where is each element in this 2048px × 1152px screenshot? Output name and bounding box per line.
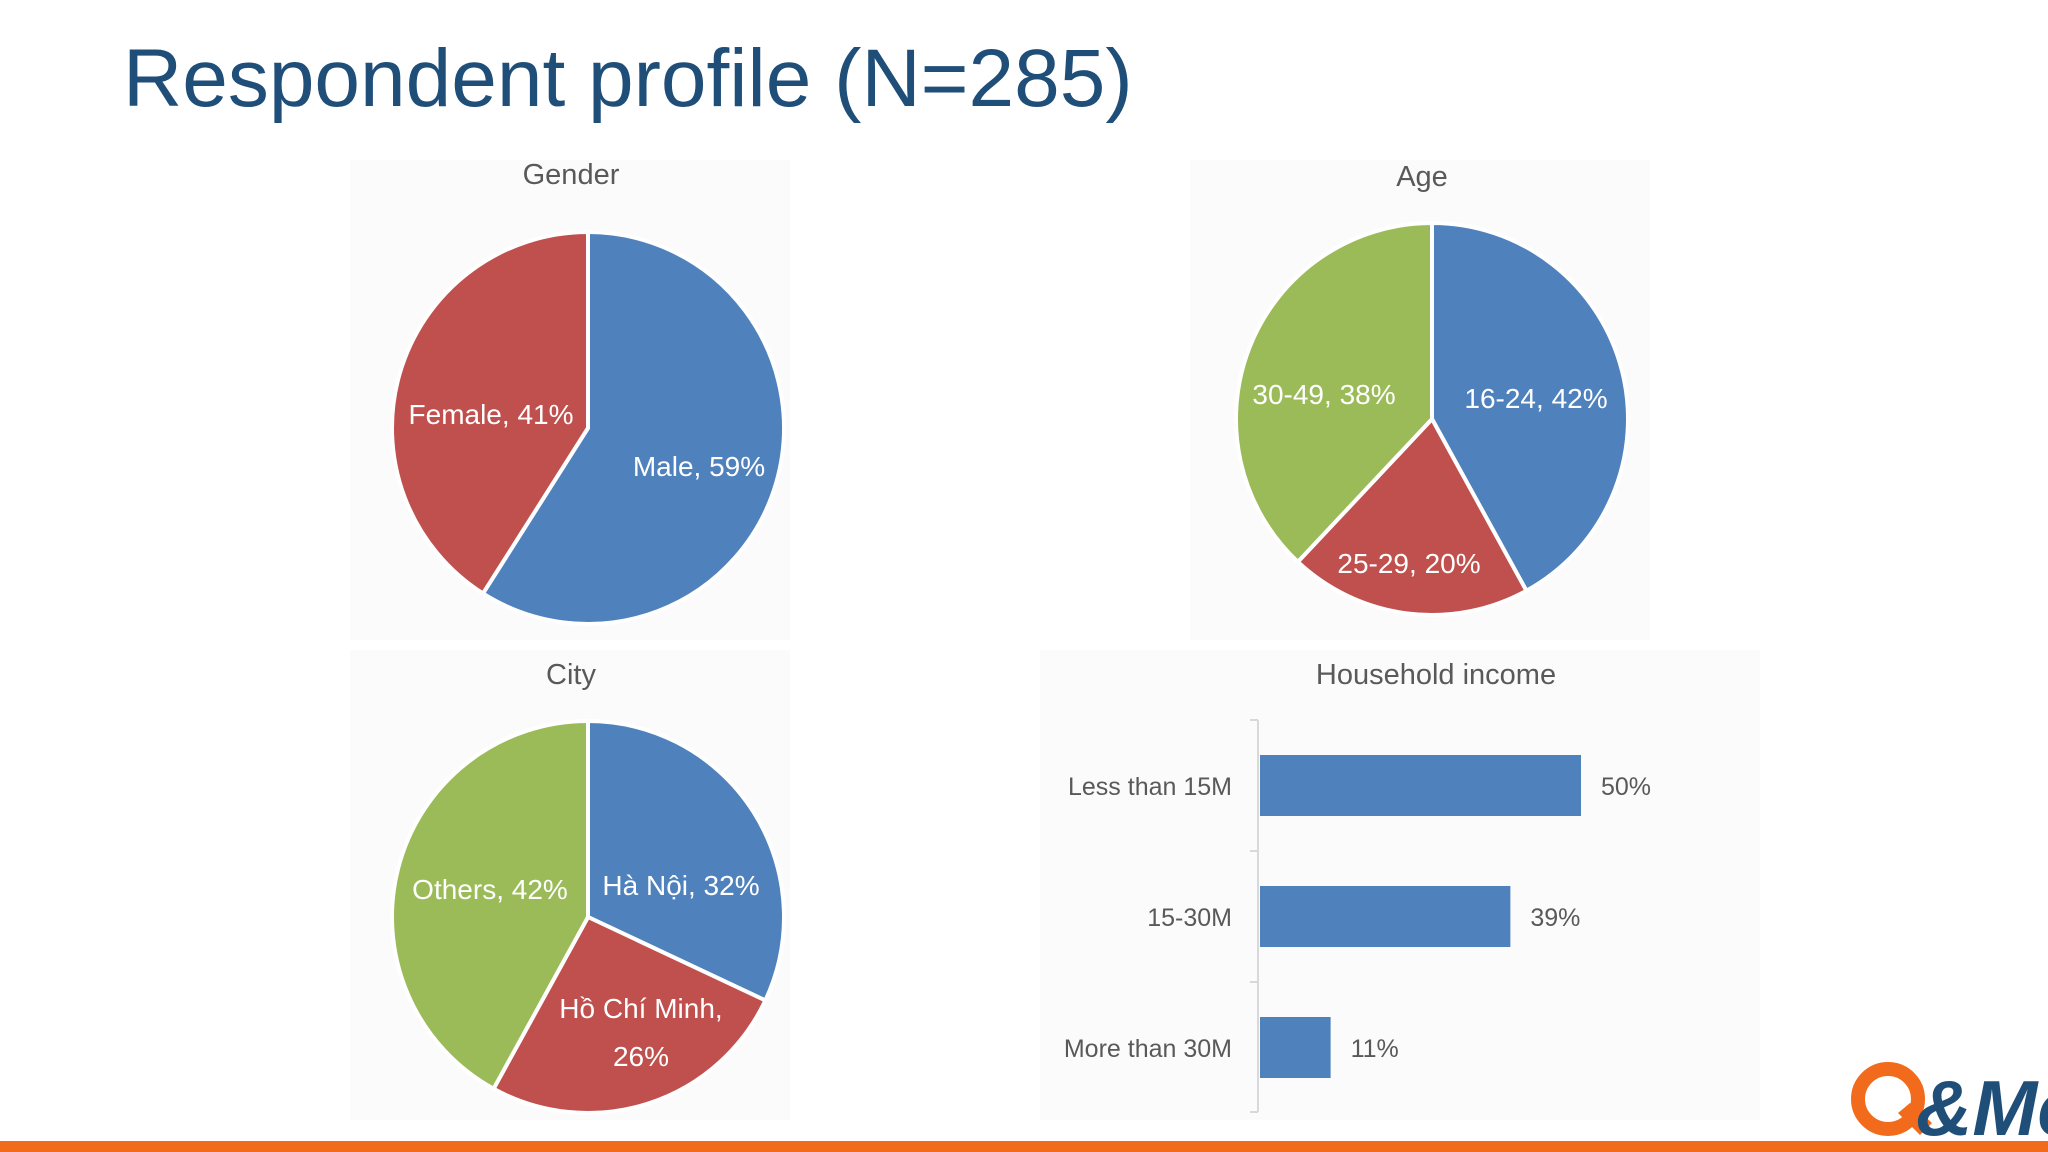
gender-chart: Gender Male, 59% Female, 41% <box>350 159 790 640</box>
city-label-hcm-line2: 26% <box>613 1041 669 1072</box>
city-label-hcm-line1: Hồ Chí Minh, <box>559 993 722 1024</box>
income-value-label-less-than-15m: 50% <box>1601 773 1651 801</box>
city-chart-title: City <box>546 659 596 691</box>
age-slice-0 <box>1430 221 1630 593</box>
income-bar-less-than-15m <box>1260 755 1581 816</box>
gender-label-female: Female, 41% <box>409 399 574 430</box>
age-label-30-49: 30-49, 38% <box>1252 379 1395 410</box>
age-pie-svg: Age 16-24, 42% 25-29, 20% 30-49, 38% <box>1234 161 1630 617</box>
city-chart: City Hà Nội, 32% Hồ Chí Minh, 26% Others… <box>350 650 790 1120</box>
gender-slice-0 <box>480 230 786 626</box>
income-category-less-than-15m: Less than 15M <box>1068 773 1232 801</box>
income-chart: Household income Less than 15M 15-30M Mo… <box>1040 650 1760 1120</box>
bottom-accent-bar <box>0 1141 2048 1152</box>
slide-title: Respondent profile (N=285) <box>123 33 1133 124</box>
income-bar-more-than-30m <box>1260 1017 1331 1078</box>
gender-slice-1 <box>390 230 590 596</box>
age-label-16-24: 16-24, 42% <box>1464 383 1607 414</box>
city-label-hanoi: Hà Nội, 32% <box>602 870 759 901</box>
logo-q-tail <box>1898 1103 1932 1135</box>
qandme-logo: &Me <box>1851 1062 2048 1152</box>
age-slice-2 <box>1234 221 1434 564</box>
city-slice-2 <box>390 719 590 1091</box>
city-label-others: Others, 42% <box>412 874 568 905</box>
gender-chart-title: Gender <box>523 159 620 191</box>
city-slice-0 <box>586 719 786 1003</box>
income-bar-15-30m <box>1260 886 1511 947</box>
income-chart-title: Household income <box>1316 659 1556 691</box>
income-value-label-more-than-30m: 11% <box>1351 1035 1399 1063</box>
logo-q-ring <box>1851 1062 1925 1136</box>
age-chart: Age 16-24, 42% 25-29, 20% 30-49, 38% <box>1190 160 1650 640</box>
gender-label-male: Male, 59% <box>633 451 765 482</box>
income-category-15-30m: 15-30M <box>1147 904 1232 932</box>
age-slice-1 <box>1295 417 1529 617</box>
income-category-more-than-30m: More than 30M <box>1064 1035 1232 1063</box>
logo-me-text: &Me <box>1916 1064 2048 1152</box>
city-pie-svg: City Hà Nội, 32% Hồ Chí Minh, 26% Others… <box>390 659 786 1115</box>
age-chart-title: Age <box>1396 161 1448 193</box>
income-bar-svg: Household income Less than 15M 15-30M Mo… <box>1064 659 1651 1113</box>
gender-pie-svg: Gender Male, 59% Female, 41% <box>390 159 786 626</box>
income-value-label-15-30m: 39% <box>1530 904 1580 932</box>
age-label-25-29: 25-29, 20% <box>1337 548 1480 579</box>
